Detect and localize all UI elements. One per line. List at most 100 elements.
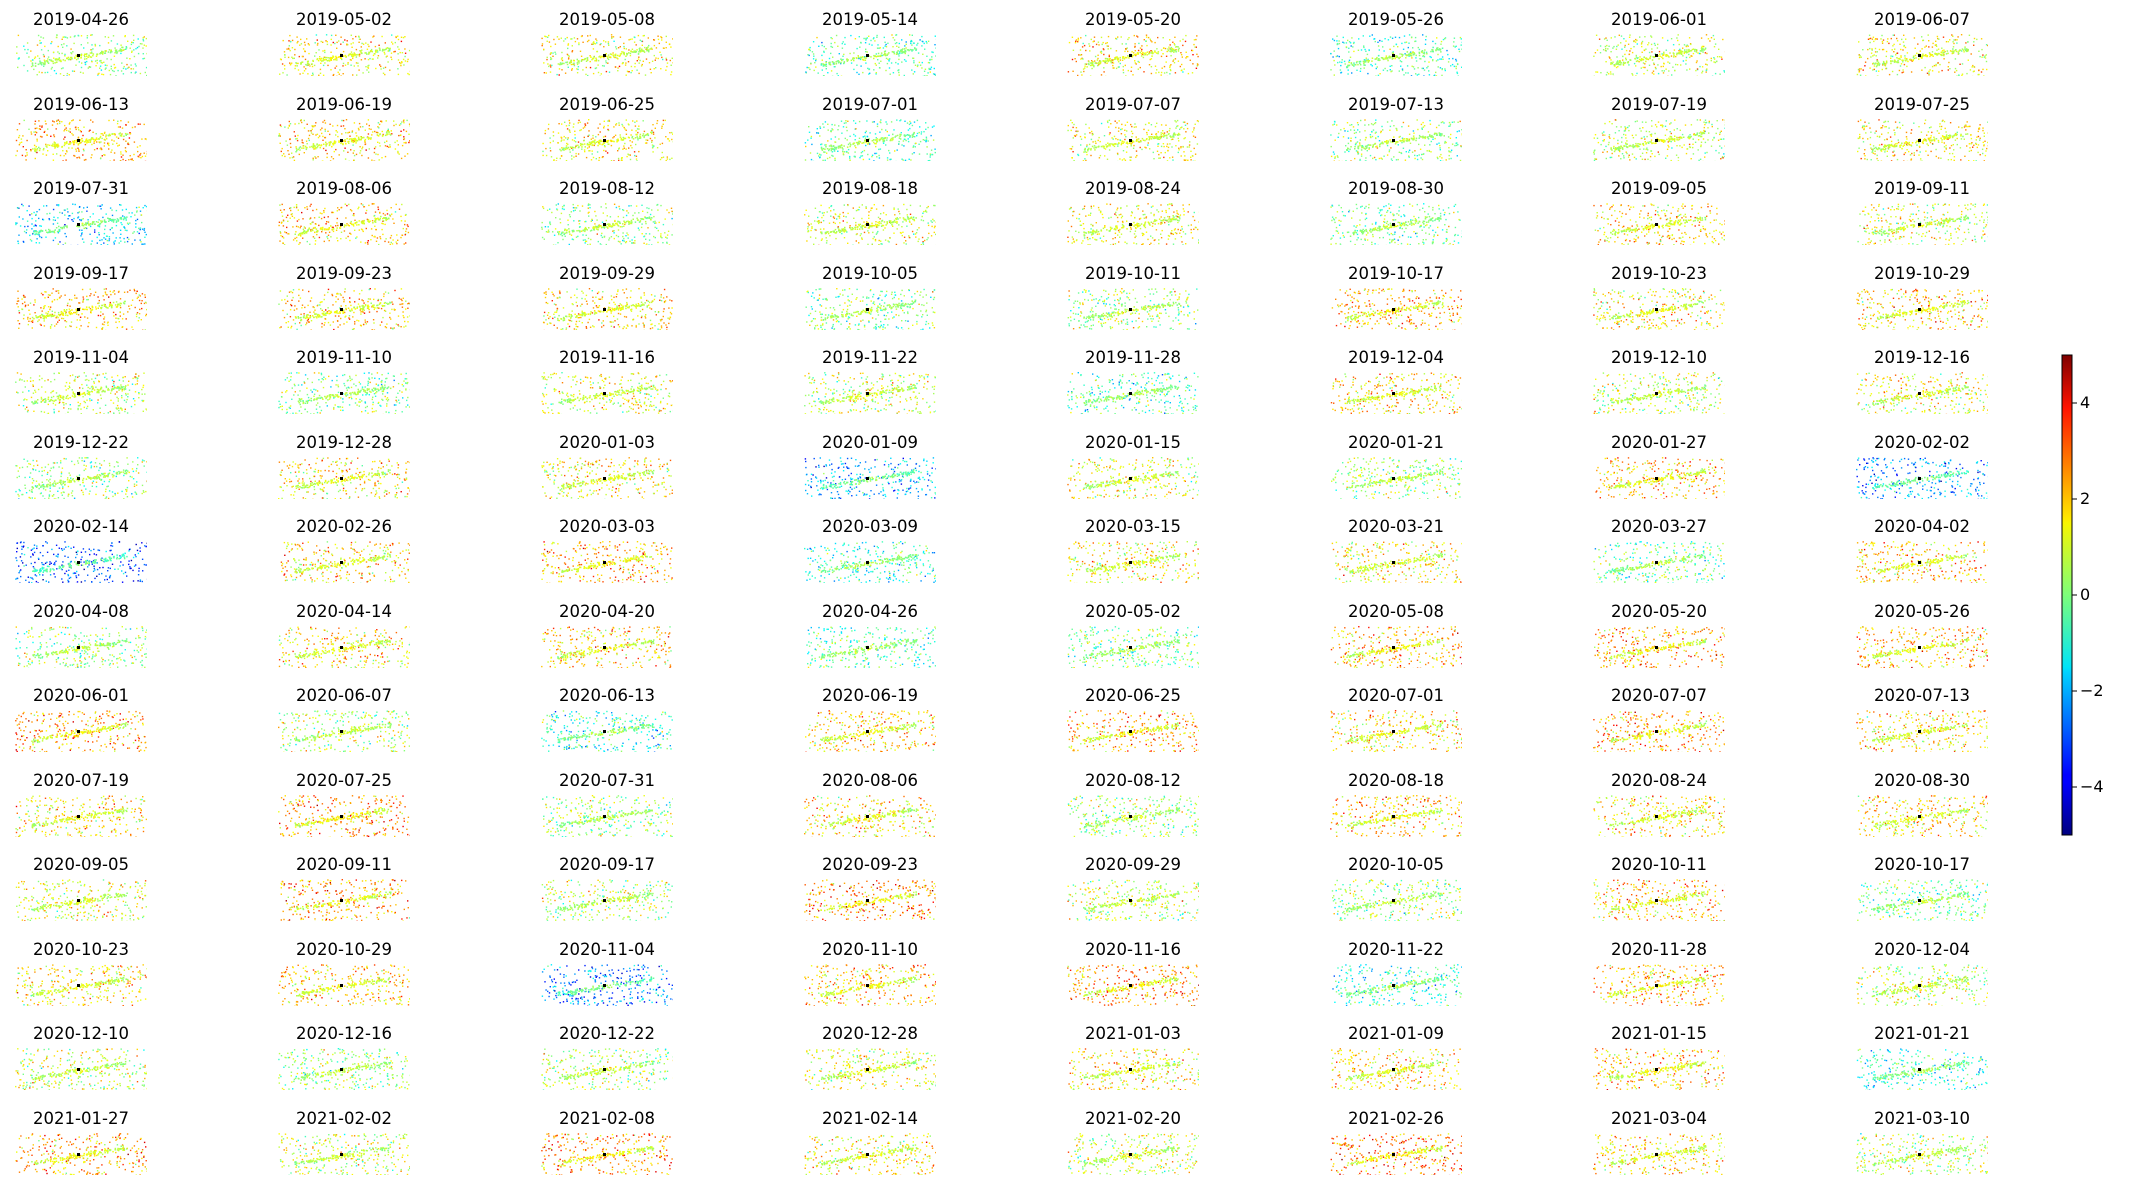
scatter-point <box>861 141 863 144</box>
scatter-point <box>887 53 889 55</box>
scatter-point <box>827 72 829 74</box>
scatter-point <box>1914 47 1916 49</box>
scatter-point <box>66 37 69 39</box>
scatter-point <box>397 143 399 145</box>
scatter-point <box>1377 41 1379 43</box>
scatter-point <box>1134 62 1136 64</box>
scatter-point <box>1876 51 1878 53</box>
scatter-point <box>368 51 370 54</box>
scatter-point <box>110 49 112 51</box>
scatter-point <box>930 66 933 68</box>
scatter-point <box>1196 35 1198 37</box>
scatter-point <box>635 143 637 145</box>
scatter-point <box>360 46 362 48</box>
scatter-point <box>638 150 640 152</box>
scatter-point <box>1425 35 1427 38</box>
scatter-point <box>16 149 18 152</box>
scatter-point <box>338 139 340 142</box>
scatter-point <box>86 60 88 63</box>
scatter-point <box>40 49 43 51</box>
scatter-point <box>926 75 928 76</box>
scatter-point <box>68 122 71 125</box>
scatter-point <box>64 136 66 138</box>
scatter-point <box>1176 46 1178 48</box>
scatter-point <box>849 52 851 55</box>
scatter-point <box>885 57 888 60</box>
scatter-point <box>56 144 59 147</box>
scatter-point <box>1180 146 1182 148</box>
scatter-point <box>642 119 644 121</box>
scatter-point <box>631 70 633 72</box>
scatter-point <box>1088 43 1090 45</box>
scatter-point <box>345 131 347 133</box>
scatter-point <box>355 131 357 134</box>
scatter-point <box>1893 61 1896 63</box>
scatter-point <box>1623 62 1626 65</box>
scatter-point <box>1432 49 1434 51</box>
scatter-point <box>875 55 878 58</box>
scatter-point <box>391 132 393 134</box>
scatter-point <box>311 124 313 127</box>
scatter-point <box>1966 48 1968 50</box>
scatter-point <box>905 60 907 62</box>
scatter-point <box>401 61 403 63</box>
scatter-point <box>39 61 41 64</box>
scatter-point <box>918 61 921 64</box>
scatter-point <box>602 55 604 58</box>
scatter-point <box>592 48 595 50</box>
scatter-point <box>584 124 587 126</box>
scatter-point <box>1645 60 1647 63</box>
scatter-point <box>1126 121 1129 123</box>
scatter-point <box>1156 69 1158 71</box>
scatter-point <box>79 119 81 121</box>
scatter-point <box>835 147 837 150</box>
scatter-point <box>1190 156 1192 158</box>
scatter-point <box>653 68 655 70</box>
scatter-point <box>1595 71 1597 73</box>
scatter-point <box>38 149 41 151</box>
scatter-point <box>1881 40 1884 43</box>
scatter-point <box>1148 51 1151 53</box>
scatter-point <box>1124 138 1126 140</box>
scatter-point <box>816 127 818 129</box>
scatter-point <box>1621 48 1623 50</box>
scatter-point <box>618 121 620 124</box>
scatter-point <box>1952 41 1954 43</box>
scatter-point <box>1130 66 1133 68</box>
scatter-point <box>99 65 102 67</box>
scatter-point <box>113 70 115 73</box>
scatter-point <box>879 67 881 69</box>
scatter-point <box>632 51 634 53</box>
scatter-point <box>313 64 316 67</box>
scatter-point <box>334 67 336 69</box>
scatter-point <box>348 140 350 142</box>
scatter-point <box>53 57 55 59</box>
scatter-point <box>603 40 605 42</box>
scatter-point <box>828 61 831 64</box>
scatter-point <box>75 54 77 57</box>
scatter-point <box>1641 42 1643 44</box>
scatter-point <box>1649 55 1652 57</box>
scatter-point <box>387 50 389 52</box>
scatter-point <box>384 66 387 69</box>
scatter-point <box>899 133 901 135</box>
scatter-point <box>386 130 388 133</box>
scatter-point <box>1103 48 1105 51</box>
scatter-point <box>651 139 653 141</box>
scatter-point <box>552 134 555 136</box>
scatter-point <box>1970 53 1972 55</box>
scatter-point <box>1141 53 1144 56</box>
scatter-point <box>1175 51 1177 53</box>
scatter-point <box>615 46 617 48</box>
scatter-point <box>898 71 900 74</box>
scatter-point <box>654 136 656 139</box>
scatter-point <box>1145 34 1148 36</box>
scatter-point <box>918 152 921 155</box>
scatter-point <box>92 54 94 57</box>
scatter-point <box>634 121 636 123</box>
scatter-point <box>561 138 563 141</box>
scatter-point <box>1084 147 1086 149</box>
scatter-point <box>55 36 58 39</box>
scatter-point <box>1191 130 1194 133</box>
scatter-point <box>585 60 588 62</box>
